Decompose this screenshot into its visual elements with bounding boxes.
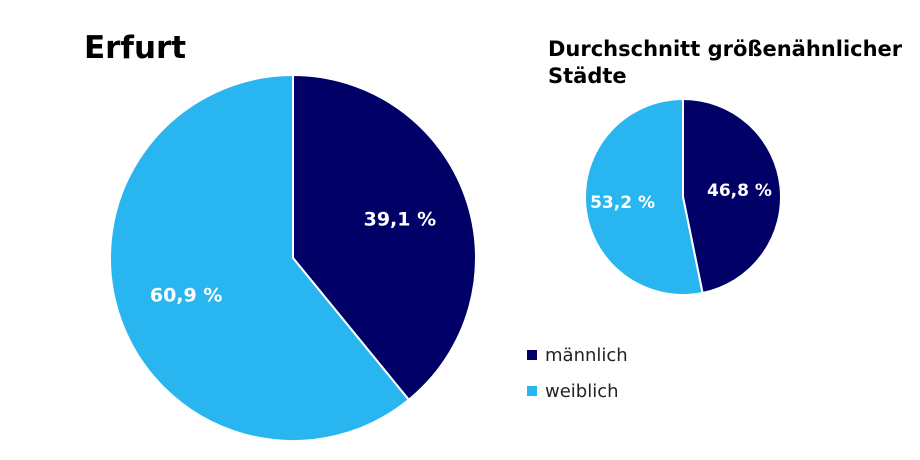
legend-item-maennlich: männlich [527, 337, 628, 373]
pie-slice-average-weiblich [584, 97, 704, 296]
pie-slice-erfurt-maennlich [292, 73, 477, 402]
data-label-average-maennlich: 46,8 % [707, 181, 772, 201]
pie-slice-average-maennlich [682, 97, 782, 295]
data-label-average-weiblich: 53,2 % [590, 193, 655, 213]
legend-label-weiblich: weiblich [545, 380, 619, 402]
legend-item-weiblich: weiblich [527, 373, 628, 409]
data-label-erfurt-maennlich: 39,1 % [364, 208, 437, 230]
pie-slice-erfurt-weiblich [109, 73, 411, 442]
legend-label-maennlich: männlich [545, 344, 628, 366]
legend-swatch-weiblich [527, 386, 537, 396]
legend: männlich weiblich [527, 337, 628, 409]
chart-title-average: Durchschnitt größenähnlicher Städte [548, 37, 903, 88]
chart-title-erfurt: Erfurt [84, 30, 187, 66]
legend-swatch-maennlich [527, 350, 537, 360]
data-label-erfurt-weiblich: 60,9 % [150, 285, 223, 307]
